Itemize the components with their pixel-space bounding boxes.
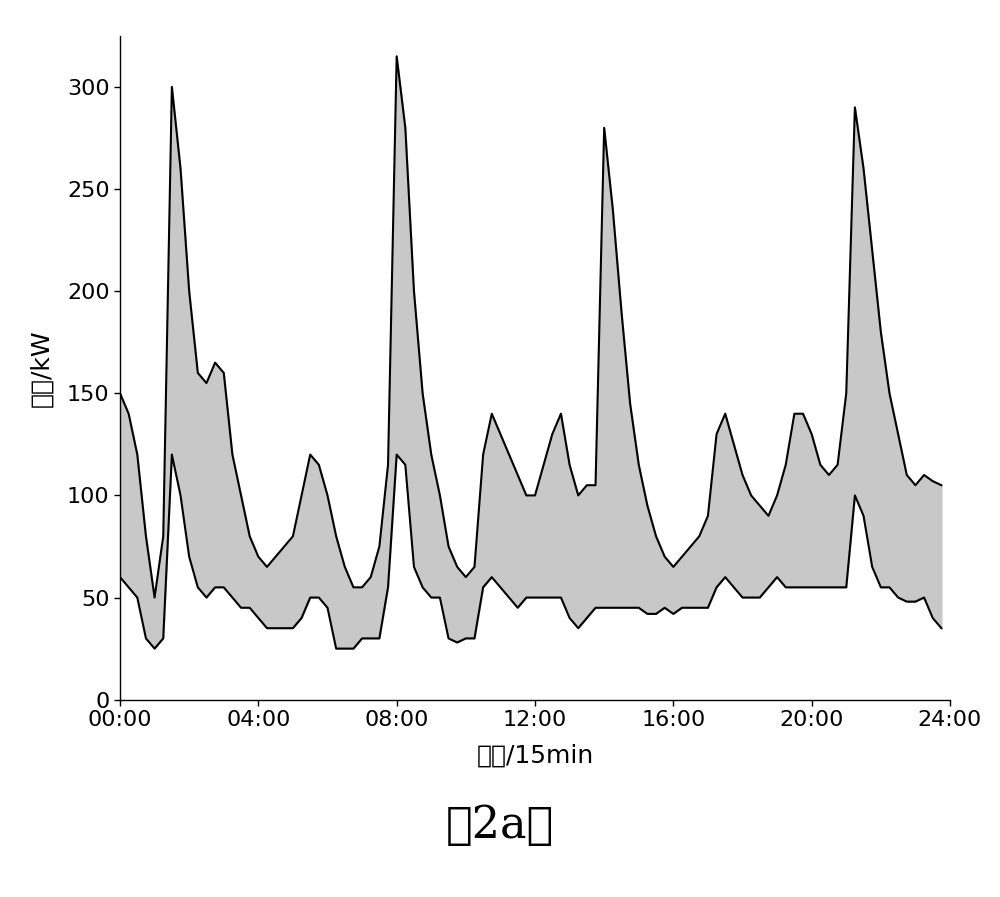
Text: （2a）: （2a） bbox=[446, 804, 554, 847]
X-axis label: 时段/15min: 时段/15min bbox=[476, 744, 594, 768]
Y-axis label: 功率/kW: 功率/kW bbox=[29, 329, 53, 406]
